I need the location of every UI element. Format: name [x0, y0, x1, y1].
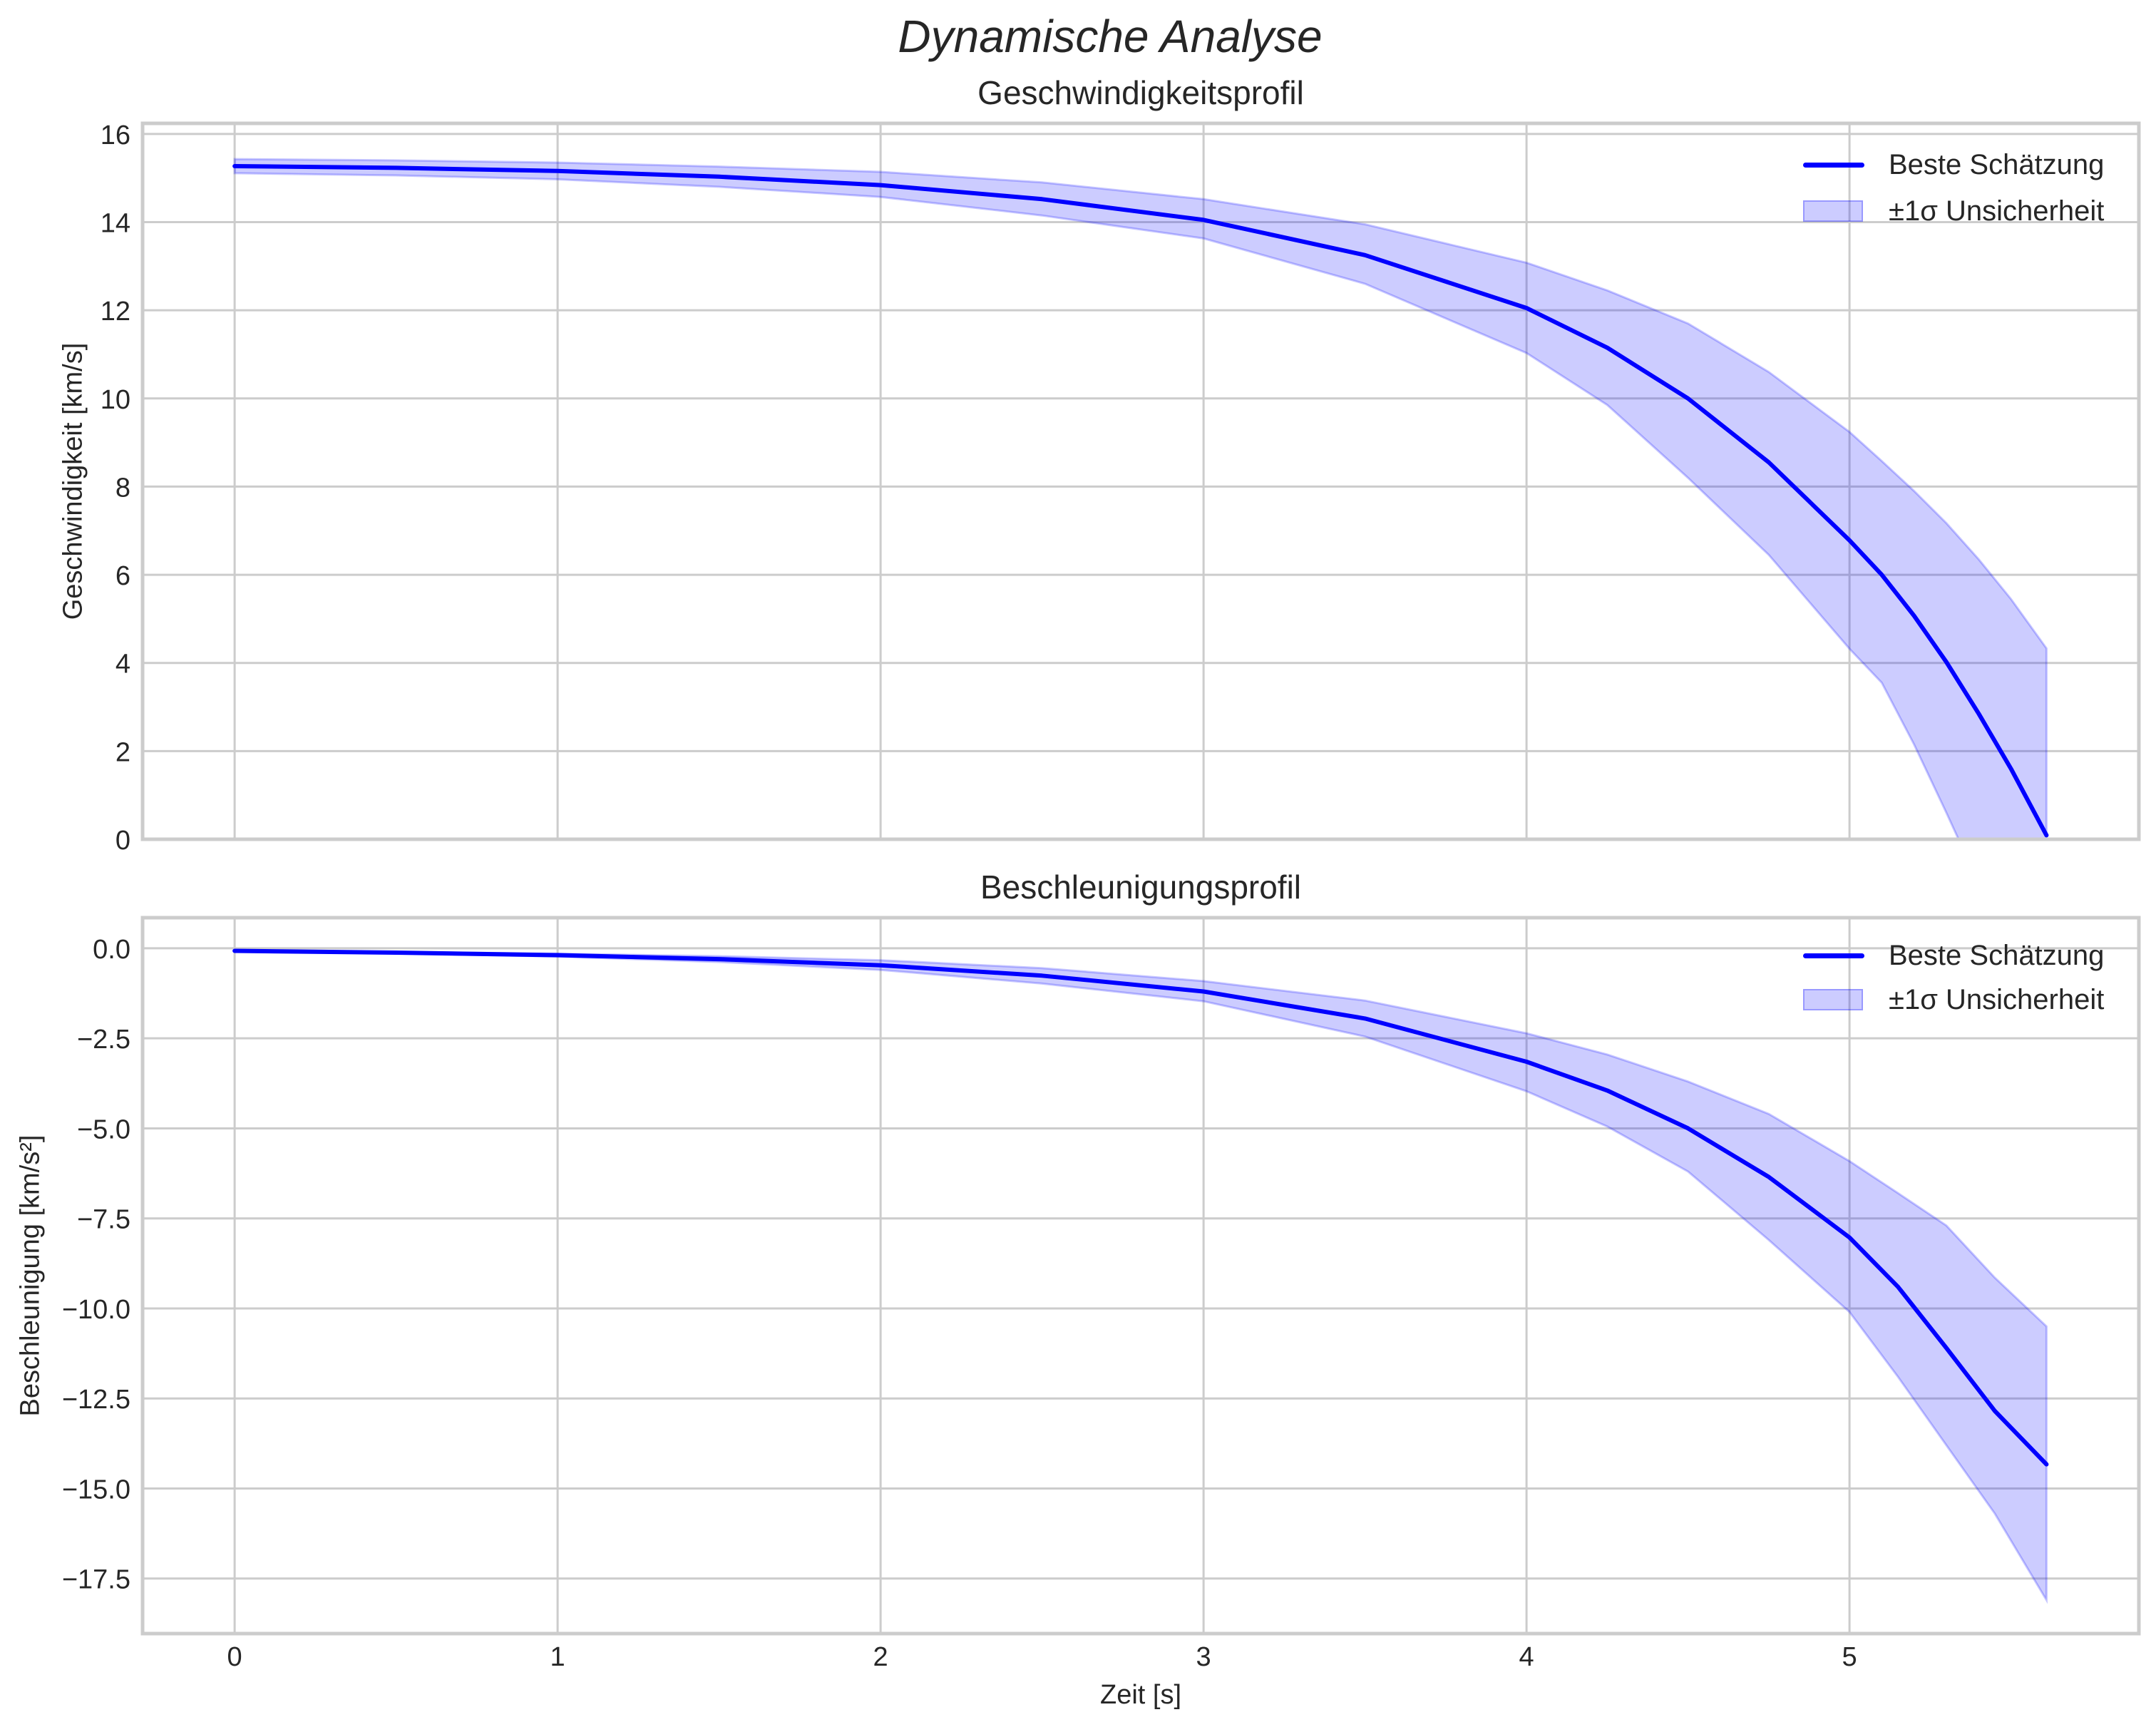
axes-frame: [140, 121, 2141, 841]
y-tick-label: −2.5: [77, 1025, 130, 1055]
velocity-axes: 0 2 4 6 8 10 12 14 16: [101, 121, 2141, 856]
y-tick-label: −7.5: [77, 1205, 130, 1235]
legend-label: ±1σ Unsicherheit: [1889, 195, 2105, 227]
y-tick-label: −17.5: [62, 1565, 130, 1595]
best-estimate-line: [232, 164, 2049, 838]
x-tick-label: 2: [873, 1642, 888, 1672]
y-tick-label: −12.5: [62, 1385, 130, 1415]
axes-frame: [140, 916, 2141, 1636]
legend-entry-uncertainty: ±1σ Unsicherheit: [1797, 984, 2104, 1015]
y-tick-label: 2: [115, 737, 130, 767]
y-tick-label: 12: [101, 297, 130, 327]
velocity-subplot-title: Geschwindigkeitsprofil: [977, 74, 1304, 111]
y-tick-label: 16: [101, 121, 130, 150]
legend-band-swatch: [1803, 989, 1863, 1010]
y-tick-label: 0: [115, 826, 130, 856]
legend-band-swatch: [1803, 200, 1863, 222]
legend-label: Beste Schätzung: [1889, 148, 2105, 180]
y-tick-label: 0.0: [93, 935, 130, 965]
x-tick-label: 4: [1519, 1642, 1534, 1672]
uncertainty-band: [233, 949, 2048, 1604]
y-tick-label: 4: [115, 650, 130, 680]
y-tick-label: −15.0: [62, 1475, 130, 1505]
figure-title: Dynamische Analyse: [898, 11, 1323, 62]
x-tick-label: 1: [550, 1642, 565, 1672]
grid: [143, 123, 2139, 841]
y-tick-label: −5.0: [77, 1114, 130, 1144]
y-tick-label: −10.0: [62, 1295, 130, 1325]
velocity-y-axis-label: Geschwindigkeit [km/s]: [58, 342, 88, 620]
legend-entry-uncertainty: ±1σ Unsicherheit: [1797, 195, 2104, 227]
grid: [143, 918, 2139, 1634]
legend-entry-best-estimate: Beste Schätzung: [1797, 149, 2104, 180]
x-tick-label: 3: [1196, 1642, 1211, 1672]
x-tick-label: 5: [1842, 1642, 1857, 1672]
legend-line-swatch: [1803, 162, 1864, 168]
legend-label: Beste Schätzung: [1889, 939, 2105, 971]
x-tick-label: 0: [227, 1642, 242, 1672]
legend-line-swatch: [1803, 953, 1864, 958]
legend-label: ±1σ Unsicherheit: [1889, 983, 2105, 1015]
acceleration-y-axis-label: Beschleunigung [km/s²]: [15, 1134, 46, 1417]
best-estimate-line: [232, 948, 2049, 1467]
y-tick-label: 8: [115, 473, 130, 503]
y-tick-label: 6: [115, 561, 130, 591]
legend-entry-best-estimate: Beste Schätzung: [1797, 940, 2104, 971]
acceleration-axes: 0.0 −2.5 −5.0 −7.5 −10.0 −12.5 −15.0 −17.5 0 1 2 3 4…: [62, 916, 2141, 1672]
x-axis-label: Zeit [s]: [1099, 1680, 1182, 1710]
acceleration-subplot-title: Beschleunigungsprofil: [980, 868, 1302, 906]
y-tick-label: 10: [101, 385, 130, 415]
uncertainty-band: [233, 158, 2048, 839]
y-tick-label: 14: [101, 208, 130, 238]
